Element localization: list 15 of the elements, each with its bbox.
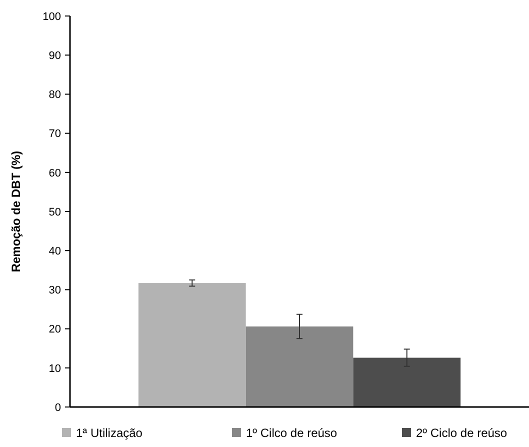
y-tick-label: 70 <box>48 128 61 140</box>
y-tick-label: 90 <box>48 50 61 62</box>
y-tick-label: 100 <box>42 10 61 23</box>
y-tick-label: 10 <box>48 362 61 375</box>
y-tick-label: 50 <box>48 206 61 218</box>
y-tick-label: 80 <box>48 89 61 102</box>
y-tick-label: 40 <box>48 245 61 258</box>
legend-label: 1º Cilco de reúso <box>246 426 338 440</box>
y-tick-label: 30 <box>48 284 61 297</box>
legend-label: 1ª Utilização <box>76 426 143 440</box>
y-axis-title: Remoção de DBT (%) <box>9 150 23 272</box>
y-tick-label: 60 <box>48 167 61 180</box>
legend-label: 2º Ciclo de reúso <box>416 426 508 440</box>
y-tick-label: 0 <box>54 402 61 414</box>
y-tick-label: 20 <box>48 324 61 336</box>
